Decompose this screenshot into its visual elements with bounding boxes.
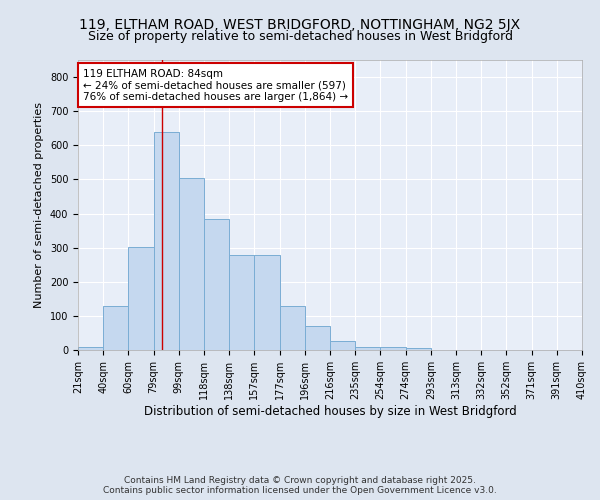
Bar	[280, 306, 305, 350]
Bar	[179, 178, 204, 350]
Bar	[254, 255, 280, 350]
Bar	[78, 348, 103, 350]
Bar	[103, 306, 128, 350]
Bar	[406, 348, 431, 350]
Bar	[380, 348, 406, 350]
Bar	[204, 220, 229, 350]
Bar	[305, 326, 330, 350]
Bar	[128, 246, 154, 350]
Y-axis label: Number of semi-detached properties: Number of semi-detached properties	[34, 102, 44, 308]
X-axis label: Distribution of semi-detached houses by size in West Bridgford: Distribution of semi-detached houses by …	[143, 404, 517, 417]
Text: 119, ELTHAM ROAD, WEST BRIDGFORD, NOTTINGHAM, NG2 5JX: 119, ELTHAM ROAD, WEST BRIDGFORD, NOTTIN…	[79, 18, 521, 32]
Bar	[229, 255, 254, 350]
Text: Size of property relative to semi-detached houses in West Bridgford: Size of property relative to semi-detach…	[88, 30, 512, 43]
Bar	[355, 346, 380, 350]
Text: Contains HM Land Registry data © Crown copyright and database right 2025.
Contai: Contains HM Land Registry data © Crown c…	[103, 476, 497, 495]
Bar	[330, 341, 355, 350]
Bar	[154, 132, 179, 350]
Text: 119 ELTHAM ROAD: 84sqm
← 24% of semi-detached houses are smaller (597)
76% of se: 119 ELTHAM ROAD: 84sqm ← 24% of semi-det…	[83, 68, 348, 102]
